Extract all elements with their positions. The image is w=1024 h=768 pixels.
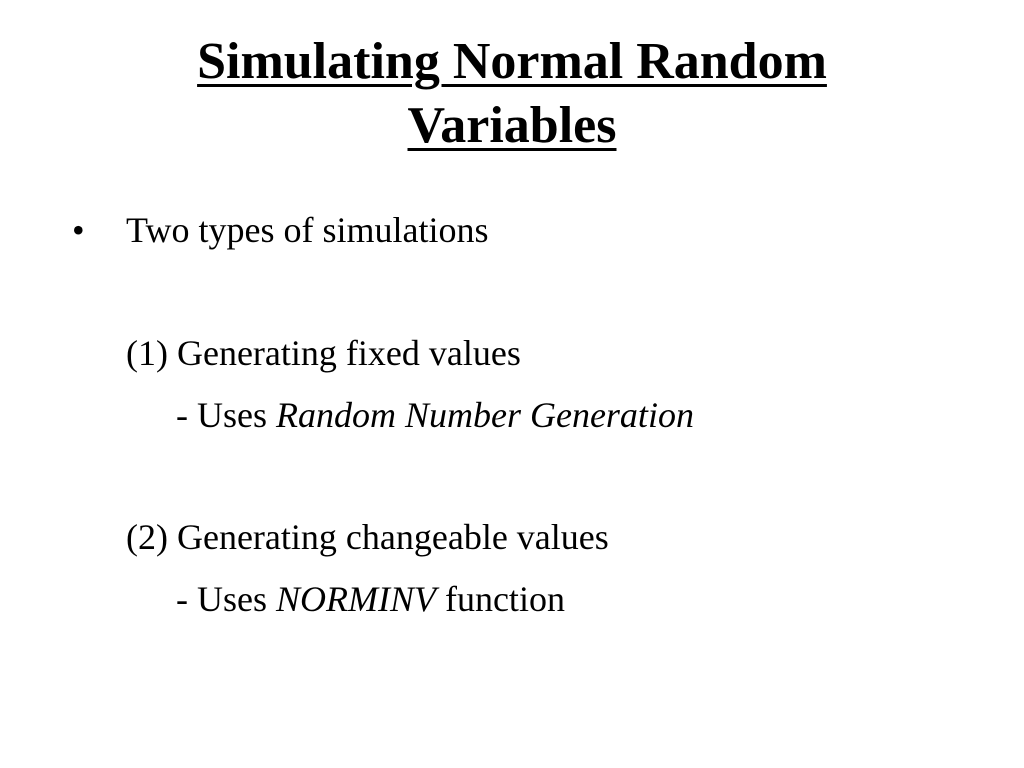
item-2-sub-suffix: function [435, 579, 565, 619]
item-1-sub-prefix: - Uses [176, 395, 276, 435]
slide-title: Simulating Normal Random Variables [0, 30, 1024, 158]
item-2-sub-prefix: - Uses [176, 579, 276, 619]
title-line-1: Simulating Normal Random [197, 33, 827, 90]
item-2: (2) Generating changeable values [126, 517, 609, 557]
item-1: (1) Generating fixed values [126, 333, 521, 373]
bullet-text: Two types of simulations [126, 210, 489, 250]
item-1-sub-emphasis: Random Number Generation [275, 395, 694, 435]
item-2-sub-emphasis: NORMINV [275, 579, 436, 619]
item-1-sub: - Uses Random Number Generation [176, 395, 694, 435]
title-line-2: Variables [407, 97, 617, 154]
item-2-sub: - Uses NORMINV function [176, 579, 565, 619]
bullet-icon: • [72, 210, 85, 250]
